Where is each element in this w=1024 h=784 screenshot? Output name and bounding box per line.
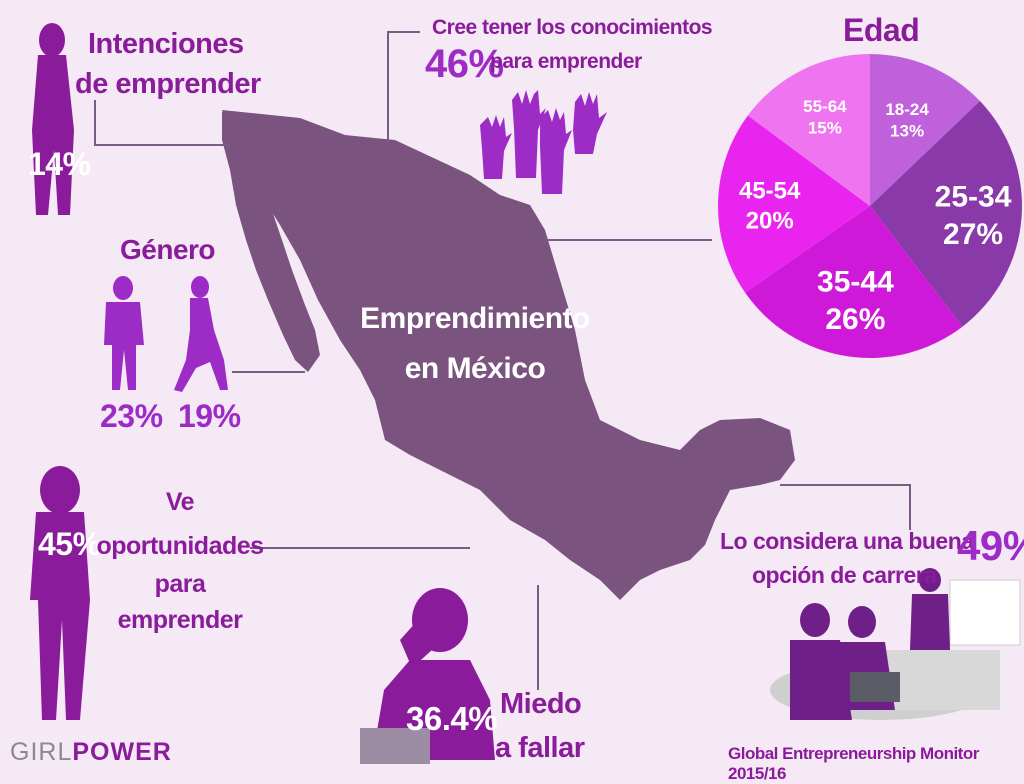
pie-label-pct: 20% (746, 207, 794, 234)
intenciones-value: 14% (28, 146, 91, 182)
pie-label-range: 18-24 (885, 100, 929, 119)
oportunidades-label-line4: emprender (117, 606, 243, 634)
brand-logo: GIRLPOWER (10, 738, 172, 767)
carrera-label-line2: opción de carrera (752, 562, 937, 588)
miedo-label-line2: a fallar (495, 732, 585, 764)
meeting-scene-icon (770, 568, 1021, 720)
pie-label-pct: 13% (890, 121, 924, 140)
standing-woman-icon (30, 466, 90, 720)
carrera-value: 49% (957, 522, 1024, 569)
woman-silhouette-icon (32, 23, 74, 215)
source-citation: Global Entrepreneurship Monitor 2015/16 (728, 744, 979, 783)
pie-slice-55-64 (747, 54, 870, 206)
oportunidades-label-line1: Ve (165, 488, 195, 516)
oportunidades-label-line3: para (154, 570, 206, 598)
miedo-label-line1: Miedo (500, 688, 582, 720)
baja-california (222, 112, 320, 372)
pie-slice-35-44 (745, 206, 963, 359)
conocimientos-value: 46% (425, 42, 504, 86)
leader-intenciones (94, 100, 230, 146)
leader-conocimientos (387, 31, 420, 145)
mexico-map (222, 110, 795, 600)
pie-slice-18-24 (870, 54, 980, 206)
pie-slice-45-54 (718, 115, 870, 293)
conocimientos-label-line2: para emprender (490, 50, 642, 73)
pie-label-range: 25-34 (935, 181, 1012, 214)
carrera-label-line1: Lo considera una buena (720, 528, 974, 554)
oportunidades-label-line2: oportunidades (96, 532, 264, 560)
man-silhouette-icon (104, 276, 144, 390)
miedo-value: 36.4% (406, 700, 498, 737)
intenciones-label-line2: de emprender (75, 68, 261, 100)
pie-label-pct: 27% (943, 218, 1003, 251)
map-title-line2: en México (404, 352, 546, 385)
pie-label-pct: 26% (825, 303, 885, 336)
pie-label-range: 55-64 (803, 97, 847, 116)
pie-label-range: 35-44 (817, 266, 894, 299)
edad-title: Edad (843, 12, 920, 48)
map-title-line1: Emprendimiento (360, 302, 590, 335)
laptop-shape (360, 728, 430, 764)
pie-slice-25-34 (870, 101, 1022, 327)
brand-part1: GIRL (10, 738, 73, 766)
oportunidades-value: 45% (38, 526, 101, 562)
pie-label-range: 45-54 (739, 177, 801, 204)
genero-male-value: 23% (100, 398, 163, 434)
raised-hands-icon (480, 90, 607, 194)
genero-label: Género (120, 234, 216, 265)
walking-woman-icon (174, 276, 228, 392)
pie-label-pct: 15% (808, 118, 842, 137)
intenciones-label-line1: Intenciones (88, 28, 244, 60)
conocimientos-label-line1: Cree tener los conocimientos (432, 16, 713, 39)
genero-female-value: 19% (178, 398, 241, 434)
brand-part2: POWER (72, 738, 172, 766)
leader-carrera (780, 484, 911, 530)
